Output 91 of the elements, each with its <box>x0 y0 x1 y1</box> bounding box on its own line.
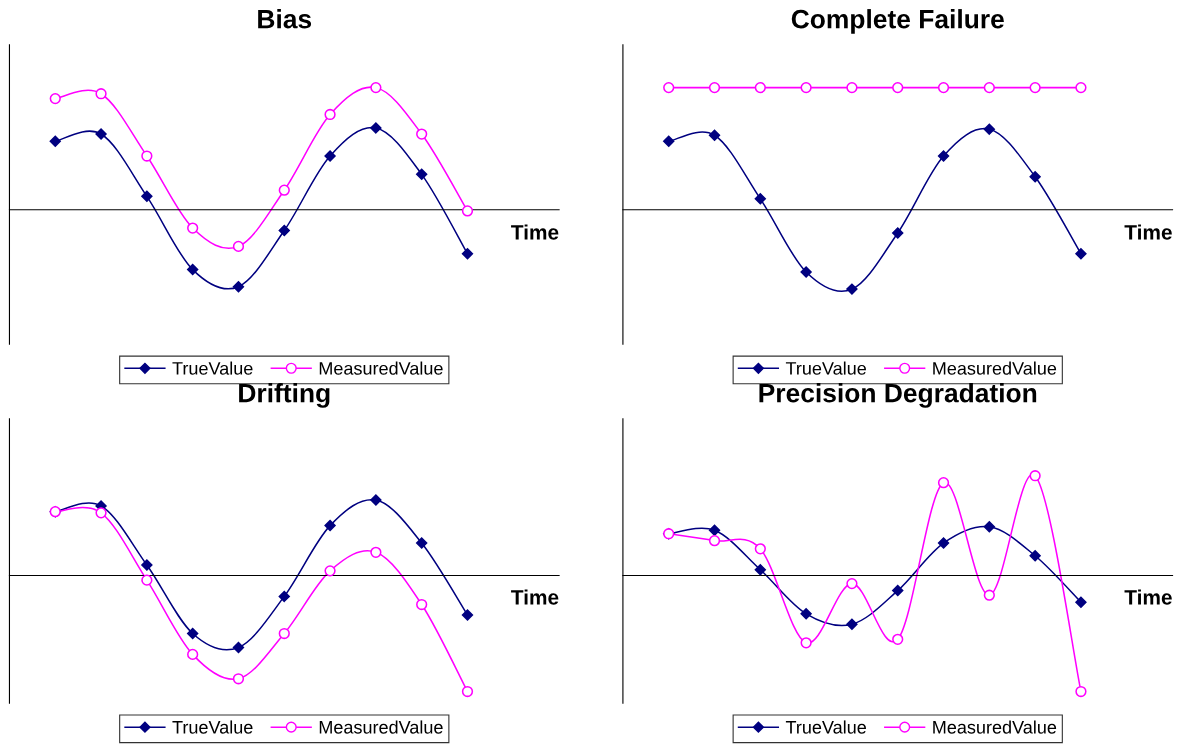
point <box>278 627 290 640</box>
point <box>1029 550 1041 562</box>
point <box>983 123 996 135</box>
point <box>800 266 812 278</box>
point <box>370 546 382 558</box>
point <box>663 135 675 148</box>
point <box>278 224 290 237</box>
point <box>324 565 336 577</box>
point <box>232 641 245 654</box>
legend-label: TrueValue <box>172 361 253 375</box>
point <box>892 81 904 94</box>
point <box>1075 81 1087 94</box>
x-axis-title: Time <box>511 589 559 605</box>
point <box>892 227 904 239</box>
point <box>1029 81 1041 94</box>
legend-label: TrueValue <box>785 720 866 734</box>
point <box>141 150 153 162</box>
point <box>49 135 61 148</box>
point <box>708 81 721 94</box>
point <box>754 193 766 205</box>
point <box>49 92 61 105</box>
legend-label: MeasuredValue <box>319 720 443 734</box>
point <box>416 168 428 181</box>
point <box>461 685 474 698</box>
point <box>892 633 904 645</box>
legend-label: MeasuredValue <box>933 361 1057 375</box>
chart-title: Precision Degradation <box>759 383 1037 408</box>
point <box>461 205 474 217</box>
point <box>937 150 950 162</box>
x-axis-title: Time <box>511 224 559 240</box>
point <box>708 524 721 536</box>
point <box>1075 248 1087 260</box>
point <box>416 128 428 140</box>
point <box>846 577 858 590</box>
point <box>937 81 950 94</box>
point <box>846 81 858 94</box>
point <box>416 598 428 611</box>
point <box>461 609 474 621</box>
chart-title: Bias <box>258 9 312 29</box>
point <box>186 627 199 640</box>
point <box>663 81 675 94</box>
point <box>708 535 721 547</box>
point <box>937 477 950 489</box>
point <box>95 507 107 519</box>
point <box>370 81 382 94</box>
point <box>937 537 950 549</box>
point <box>1029 171 1041 183</box>
legend-label: TrueValue <box>785 361 866 375</box>
point <box>232 240 245 253</box>
point <box>141 559 153 571</box>
legend-label: MeasuredValue <box>319 361 443 375</box>
point <box>141 190 153 202</box>
legend-label: MeasuredValue <box>933 720 1057 734</box>
point <box>278 590 290 603</box>
point <box>232 281 245 293</box>
point <box>187 648 199 661</box>
point <box>754 564 766 576</box>
chart-title: Complete Failure <box>791 9 1004 34</box>
point <box>800 81 812 94</box>
point <box>846 283 858 295</box>
point <box>370 494 382 506</box>
chart-title: Drifting <box>239 383 330 408</box>
x-axis-title: Time <box>1124 589 1172 605</box>
point <box>461 248 474 260</box>
point <box>416 537 428 549</box>
legend-label: TrueValue <box>172 720 253 734</box>
point <box>983 521 996 533</box>
point <box>1075 685 1087 698</box>
point <box>983 81 995 94</box>
x-axis-title: Time <box>1124 224 1172 240</box>
point <box>1029 470 1041 482</box>
point <box>846 618 858 630</box>
point <box>800 608 812 620</box>
point <box>370 122 382 134</box>
point <box>800 637 812 649</box>
point <box>1075 596 1087 608</box>
point <box>232 673 245 685</box>
point <box>754 543 766 555</box>
point <box>278 184 290 196</box>
point <box>141 574 153 586</box>
point <box>187 222 199 234</box>
point <box>324 150 336 162</box>
point <box>983 589 995 601</box>
point <box>95 88 107 100</box>
point <box>892 584 904 597</box>
point <box>324 519 336 532</box>
point <box>95 128 107 140</box>
point <box>324 108 336 121</box>
point <box>754 81 766 94</box>
point <box>708 129 721 141</box>
point <box>186 263 199 276</box>
